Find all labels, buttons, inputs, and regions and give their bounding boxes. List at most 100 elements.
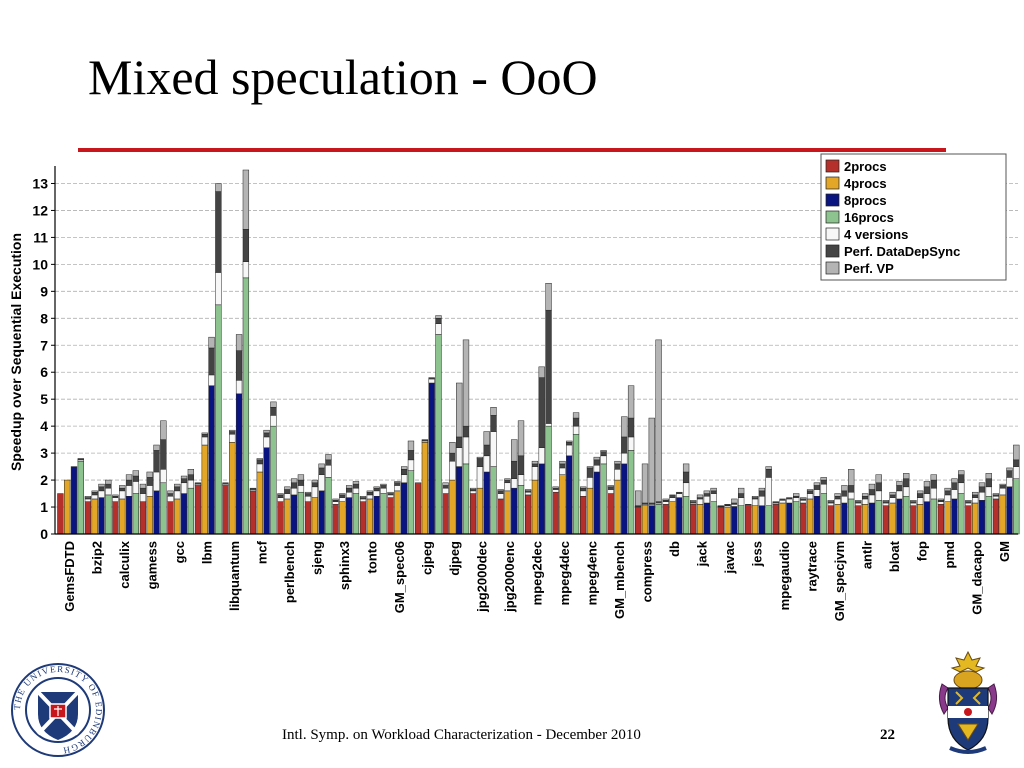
bar-segment [682,496,690,535]
bar-segment [779,498,786,501]
bar-segment [366,490,374,493]
bar-segment [256,459,263,465]
bar-segment [572,417,580,427]
bar-segment [593,464,600,473]
bar-segment [978,491,986,501]
bar-segment [559,460,566,465]
bar-segment [222,482,229,485]
bar-segment [958,470,965,475]
bar-segment [868,483,876,490]
bar-segment [497,493,504,500]
bar-segment [401,469,408,475]
bar-segment [765,469,772,478]
bar-segment [167,496,174,502]
bar-segment [483,444,490,457]
bar-segment [1006,486,1013,535]
bar-segment [855,500,862,502]
bar-segment [194,485,202,535]
bar-segment [373,490,380,497]
bar-segment [462,463,470,535]
bar-segment [359,501,367,535]
bar-segment [146,485,153,497]
bar-segment [779,502,786,535]
bar-segment [524,494,532,535]
bar-segment [290,478,298,484]
bar-segment [284,493,291,500]
bar-group-cjpeg [414,315,442,535]
bar-segment [119,485,126,489]
bar-group-libquantum [222,169,250,535]
bar-segment [325,477,332,535]
bar-segment [174,490,181,500]
legend: 2procs 4procs 8procs 16procs 4 versions Perf.… [820,153,1007,281]
bar-segment [1006,470,1013,478]
bar-segment [951,478,958,484]
bar-segment [916,497,924,505]
bar-segment [311,497,318,535]
bar-segment [490,415,497,432]
y-tick-label: 12 [32,202,48,218]
bar-group-compress [635,339,662,535]
bar-segment [538,366,545,378]
bar-segment [359,496,367,498]
bar-segment [731,504,738,507]
bar-segment [105,487,112,496]
bar-segment [586,467,594,478]
bar-segment [848,498,855,535]
bar-segment [277,494,284,498]
bar-segment [889,494,896,498]
x-tick-label: gamess [144,541,159,589]
bar-group-db [662,463,690,535]
bar-segment [180,493,188,535]
bar-segment [641,505,649,535]
bar-segment [559,474,566,535]
bar-segment [456,466,463,535]
bar-segment [992,493,1000,496]
bar-segment [806,493,814,500]
bar-segment [242,261,250,279]
bar-segment [476,487,484,535]
bar-segment [325,459,332,466]
bar-segment [717,505,724,507]
bar-segment [256,463,263,473]
bar-segment [380,487,387,494]
bar-segment [187,487,195,535]
bar-segment [511,460,518,479]
bar-segment [1013,466,1020,479]
bar-segment [690,504,697,535]
x-tick-label: mcf [254,540,269,564]
bar-segment [813,482,821,486]
bar-segment [160,439,167,470]
bar-segment [380,483,387,486]
bar-segment [407,450,415,461]
bar-group-GM_spec06 [387,440,415,535]
bar-segment [703,493,710,497]
bar-segment [497,490,504,494]
bar-segment [125,485,133,497]
legend-label: 8procs [844,193,887,208]
bar-group-lbm [194,183,222,535]
bar-segment [896,498,903,535]
x-tick-label: GM [997,541,1012,562]
bar-segment [263,436,270,448]
bar-segment [235,393,243,535]
x-tick-label: GM_dacapo [970,541,985,615]
bar-segment [696,498,704,505]
bar-segment [132,493,139,535]
bar-segment [586,477,594,489]
bar-segment [930,498,937,535]
y-tick-label: 13 [32,175,48,191]
bar-segment [696,494,704,498]
bar-segment [318,490,325,535]
bar-segment [263,429,270,434]
title-rule [78,148,946,152]
bar-group-sjeng [304,454,332,535]
bar-segment [524,491,532,496]
bar-segment [366,491,374,496]
bar-segment [256,471,263,535]
bar-segment [290,487,298,496]
bar-group-GM_dacapo [965,473,992,535]
bar-segment [1006,477,1013,488]
y-tick-label: 4 [40,418,48,434]
